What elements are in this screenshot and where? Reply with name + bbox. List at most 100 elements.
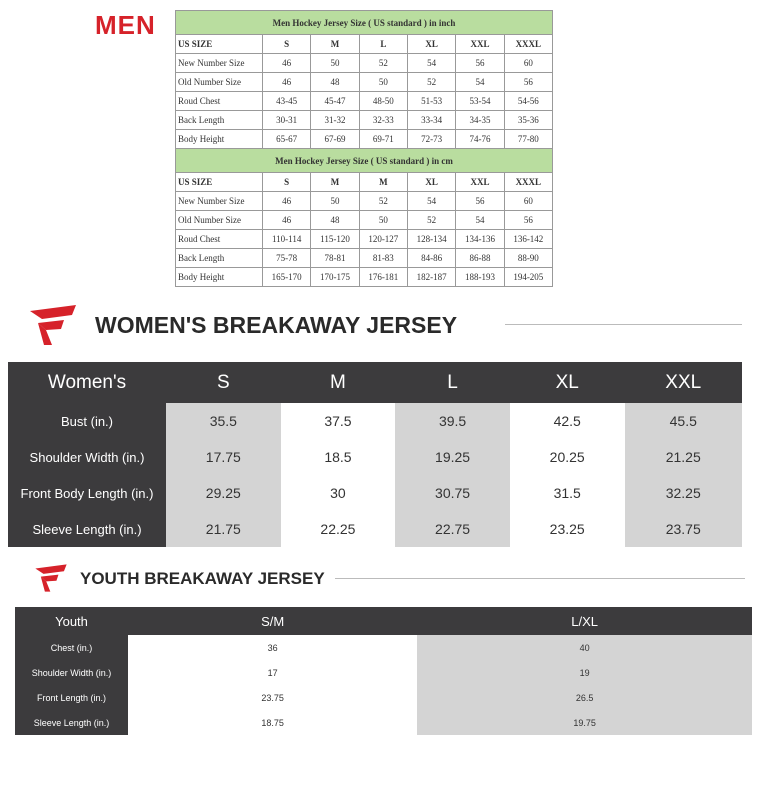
table-cell: 60 [503,191,554,211]
table-cell: 51-53 [406,91,457,111]
table-cell: 176-181 [358,267,408,287]
table-cell: 31.5 [553,485,581,501]
table-cell: L/XL [417,607,752,635]
table-cell: 84-86 [406,248,457,268]
table-row: US SIZE S M M XL XXL XXXL [175,172,554,192]
table-cell: Bust (in.) [8,403,166,439]
table-cell: 182-187 [406,267,457,287]
table-cell: US SIZE [175,34,263,54]
table-row: Sleeve Length (in.) 21.75 22.25 22.75 23.25 2… [8,511,742,547]
table-cell: 48 [310,72,360,92]
table-cell: 170-175 [310,267,360,287]
table-cell: L [395,362,510,403]
table-cell: 30 [330,485,346,501]
table-cell: 56 [503,210,554,230]
table-cell: S [261,34,312,54]
divider-line [335,578,745,579]
table-cell: 65-67 [261,129,312,149]
table-cell: 120-127 [358,229,408,249]
table-title: Men Hockey Jersey Size ( US standard ) i… [175,10,553,35]
table-cell: 35.5 [166,403,281,439]
table-cell: 23.75 [261,692,284,703]
table-cell: Sleeve Length (in.) [8,511,166,547]
table-header-row: Youth S/M L/XL [15,607,752,635]
table-cell: 52 [406,72,457,92]
table-cell: 50 [310,191,360,211]
table-cell: 77-80 [503,129,554,149]
table-cell: 21.75 [166,511,281,547]
table-cell: Back Length [175,248,263,268]
table-cell: 74-76 [455,129,505,149]
table-cell: 86-88 [455,248,505,268]
table-cell: 18.5 [324,449,352,465]
table-cell: Sleeve Length (in.) [15,710,128,735]
table-cell: 21.25 [624,439,742,475]
table-cell: 22.25 [320,521,356,537]
table-row: Sleeve Length (in.) 18.75 19.75 [15,710,752,735]
table-cell: 67-69 [310,129,360,149]
table-cell: 39.5 [395,403,510,439]
table-row: New Number Size 46 50 52 54 56 60 [175,53,554,73]
table-cell: M [310,172,360,192]
youth-size-table: Youth S/M L/XL Chest (in.) 36 40 Shoulder Widt… [15,607,752,735]
table-cell: 56 [503,72,554,92]
table-cell: Roud Chest [175,229,263,249]
table-row: US SIZE S M L XL XXL XXXL [175,34,554,54]
table-cell: 19 [417,660,752,685]
youth-section-title: YOUTH BREAKAWAY JERSEY [80,569,325,588]
table-row: Old Number Size 46 48 50 52 54 56 [175,72,554,92]
table-cell: M [280,362,396,403]
table-cell: 45.5 [624,403,742,439]
table-cell: Front Body Length (in.) [8,475,166,511]
table-cell: 60 [503,53,554,73]
table-cell: 78-81 [310,248,360,268]
table-cell: 46 [261,72,312,92]
table-cell: 134-136 [455,229,505,249]
table-cell: 32-33 [358,110,408,130]
women-size-table: Women's S M L XL XXL Bust (in.) 35.5 37.5 39.5 42.… [8,362,742,547]
table-cell: New Number Size [175,53,263,73]
men-size-table: Men Hockey Jersey Size ( US standard ) i… [175,10,554,287]
table-cell: 23.75 [624,511,742,547]
table-cell: 188-193 [455,267,505,287]
table-cell: 35-36 [503,110,554,130]
table-row: Body Height 165-170 170-175 176-181 182-187 1… [175,267,554,287]
table-cell: 19.25 [395,439,510,475]
table-cell: 128-134 [406,229,457,249]
table-cell: 56 [455,53,505,73]
table-cell: Body Height [175,267,263,287]
table-cell: 52 [358,191,408,211]
table-row: Shoulder Width (in.) 17.75 18.5 19.25 20.25 2… [8,439,742,475]
table-cell: Chest (in.) [15,635,128,660]
table-cell: 81-83 [358,248,408,268]
table-cell: 17.75 [166,439,281,475]
table-cell: 45-47 [310,91,360,111]
table-cell: 56 [455,191,505,211]
table-cell: 19.75 [417,710,752,735]
table-cell: 54-56 [503,91,554,111]
table-cell: 46 [261,191,312,211]
table-title: Men Hockey Jersey Size ( US standard ) i… [175,148,553,173]
table-cell: M [310,34,360,54]
table-cell: XL [406,34,457,54]
table-cell: 22.75 [395,511,510,547]
table-cell: 52 [358,53,408,73]
table-cell: 42.5 [553,413,581,429]
table-cell: New Number Size [175,191,263,211]
table-cell: 43-45 [261,91,312,111]
table-row: Shoulder Width (in.) 17 19 [15,660,752,685]
table-title-row: Men Hockey Jersey Size ( US standard ) i… [175,10,553,35]
table-cell: Old Number Size [175,72,263,92]
brand-f-logo-icon [35,564,67,592]
table-cell: 115-120 [310,229,360,249]
table-cell: S [166,362,281,403]
brand-f-logo-icon [30,305,76,345]
table-cell: 75-78 [261,248,312,268]
table-cell: M [358,172,408,192]
table-row: Front Body Length (in.) 29.25 30 30.75 31.5 3… [8,475,742,511]
table-cell: Front Length (in.) [15,685,128,710]
table-cell: Body Height [175,129,263,149]
table-header-row: Women's S M L XL XXL [8,362,742,403]
table-cell: 69-71 [358,129,408,149]
table-cell: S [261,172,312,192]
